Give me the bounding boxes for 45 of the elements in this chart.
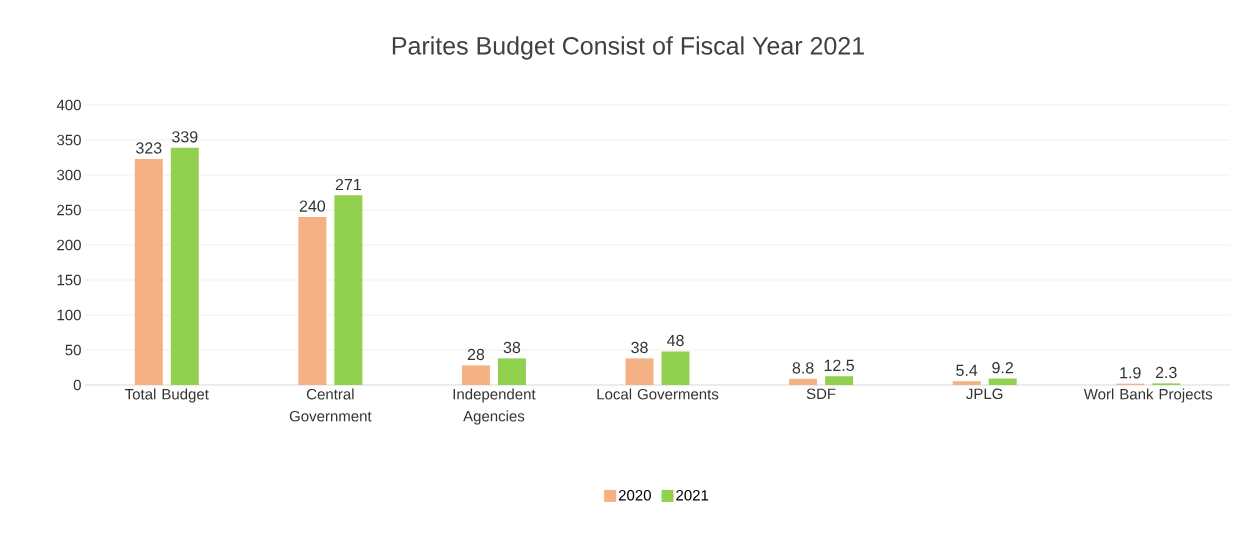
bar — [789, 378, 818, 385]
x-tick-label: Worl Bank Projects — [1083, 388, 1213, 403]
data-label: 38 — [503, 341, 521, 354]
data-label: 8.8 — [792, 362, 814, 374]
bar — [170, 147, 199, 385]
data-label: 38 — [631, 341, 648, 354]
data-label: 271 — [335, 178, 361, 191]
y-tick-label: 200 — [57, 239, 81, 251]
bar — [988, 378, 1017, 385]
data-label: 28 — [467, 348, 485, 361]
bar — [497, 358, 526, 385]
y-tick-label: 350 — [57, 134, 81, 146]
bar — [952, 381, 981, 385]
y-tick-label: 300 — [57, 169, 81, 181]
bar — [661, 351, 690, 385]
data-label: 2.3 — [1155, 366, 1177, 379]
data-label: 9.2 — [992, 362, 1013, 374]
y-tick-label: 0 — [73, 379, 81, 391]
data-label: 48 — [666, 334, 684, 347]
x-tick-label: JPLG — [966, 388, 1003, 400]
x-tick-label: SDF — [806, 388, 836, 400]
legend-label: 2021 — [676, 489, 709, 501]
bar — [334, 195, 363, 385]
x-tick-label: Independent Agencies — [453, 388, 536, 425]
y-tick-label: 400 — [56, 99, 81, 111]
bar — [625, 358, 654, 385]
y-tick-label: 250 — [57, 204, 81, 216]
data-label: 339 — [172, 131, 198, 143]
data-label: 323 — [136, 142, 162, 154]
y-tick-label: 150 — [57, 274, 81, 286]
bar — [298, 216, 327, 385]
bar — [825, 376, 854, 385]
data-label: 240 — [299, 200, 326, 212]
data-label: 5.4 — [956, 364, 978, 377]
bar — [134, 158, 163, 385]
y-tick-label: 100 — [57, 309, 81, 321]
chart-title: Parites Budget Consist of Fiscal Year 2021 — [392, 36, 864, 60]
x-tick-label: Local Goverments — [597, 388, 719, 400]
legend-label: 2020 — [618, 489, 651, 501]
data-label: 12.5 — [824, 359, 854, 372]
bar — [461, 365, 490, 385]
x-tick-label: Central Government — [289, 388, 372, 422]
data-label: 1.9 — [1120, 367, 1141, 379]
y-tick-label: 50 — [65, 344, 81, 356]
x-tick-label: Total Budget — [125, 388, 209, 403]
